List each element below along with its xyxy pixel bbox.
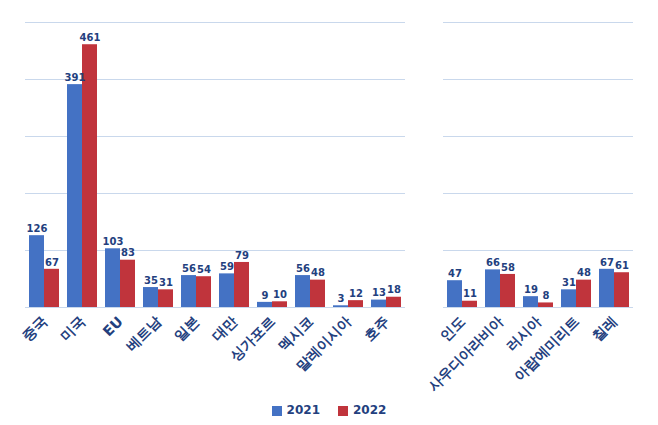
svg-text:대만: 대만 <box>209 313 240 344</box>
svg-text:싱가포르: 싱가포르 <box>227 313 278 364</box>
svg-text:12: 12 <box>349 288 363 299</box>
svg-text:중국: 중국 <box>19 313 50 344</box>
svg-text:3: 3 <box>338 293 345 304</box>
svg-text:말레이시아: 말레이시아 <box>293 313 354 374</box>
svg-text:일본: 일본 <box>171 313 202 344</box>
svg-text:56: 56 <box>182 263 196 274</box>
svg-text:인도: 인도 <box>437 313 468 344</box>
svg-text:11: 11 <box>463 288 477 299</box>
svg-text:47: 47 <box>448 268 462 279</box>
svg-text:8: 8 <box>543 290 550 301</box>
svg-text:러시아: 러시아 <box>502 313 544 355</box>
svg-text:호주: 호주 <box>361 313 392 344</box>
svg-text:67: 67 <box>600 257 614 268</box>
svg-text:13: 13 <box>372 287 386 298</box>
html-text:2022: 2022 <box>353 403 387 417</box>
svg-text:사우디아라비아: 사우디아라비아 <box>425 313 506 394</box>
svg-text:31: 31 <box>159 277 173 288</box>
svg-text:103: 103 <box>103 236 124 247</box>
svg-text:54: 54 <box>197 264 211 275</box>
svg-text:48: 48 <box>577 267 591 278</box>
svg-text:66: 66 <box>486 257 500 268</box>
svg-text:EU: EU <box>100 313 126 339</box>
svg-text:아랍에미리트: 아랍에미리트 <box>511 313 582 384</box>
svg-text:83: 83 <box>121 247 135 258</box>
svg-text:67: 67 <box>45 257 59 268</box>
svg-text:58: 58 <box>501 262 515 273</box>
svg-text:56: 56 <box>296 263 310 274</box>
html-text:2021: 2021 <box>286 403 320 417</box>
svg-text:멕시코: 멕시코 <box>274 313 316 355</box>
svg-text:칠레: 칠레 <box>589 313 620 344</box>
svg-text:461: 461 <box>80 32 101 43</box>
svg-text:35: 35 <box>144 275 158 286</box>
svg-text:미국: 미국 <box>57 313 88 344</box>
svg-text:31: 31 <box>562 277 576 288</box>
svg-text:19: 19 <box>524 284 538 295</box>
svg-text:베트남: 베트남 <box>123 313 164 354</box>
svg-text:18: 18 <box>387 284 401 295</box>
svg-text:126: 126 <box>27 223 48 234</box>
svg-text:9: 9 <box>262 290 269 301</box>
svg-text:391: 391 <box>65 72 86 83</box>
svg-text:59: 59 <box>220 261 234 272</box>
svg-text:48: 48 <box>311 267 325 278</box>
svg-text:79: 79 <box>235 250 249 261</box>
svg-text:61: 61 <box>615 260 629 271</box>
svg-text:10: 10 <box>273 289 287 300</box>
